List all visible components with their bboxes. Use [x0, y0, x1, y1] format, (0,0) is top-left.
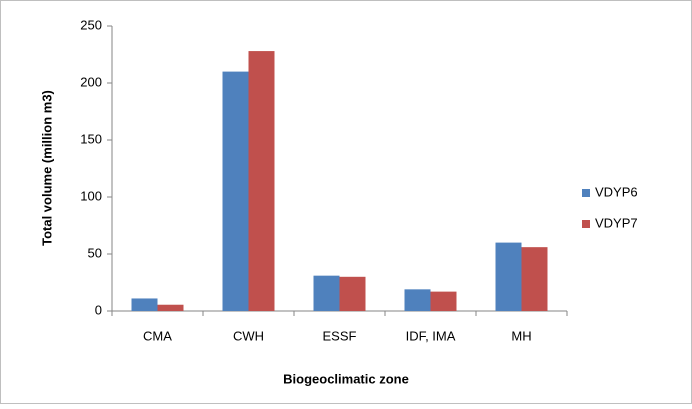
bar [521, 247, 548, 311]
bar [157, 304, 184, 311]
bar [313, 275, 340, 311]
x-axis-title: Biogeoclimatic zone [283, 371, 409, 386]
y-tick-label: 100 [80, 188, 102, 203]
legend-label: VDYP6 [595, 184, 638, 199]
bar [430, 291, 457, 311]
y-tick-label: 0 [95, 302, 102, 317]
x-tick-label: MH [511, 328, 531, 343]
x-tick-label: IDF, IMA [406, 328, 456, 343]
x-tick-label: CMA [143, 328, 172, 343]
x-tick-label: ESSF [323, 328, 357, 343]
bar [131, 298, 158, 311]
bar [495, 242, 522, 311]
y-axis-title: Total volume (million m3) [39, 90, 54, 246]
bar [248, 51, 275, 312]
y-tick-label: 200 [80, 74, 102, 89]
y-tick-label: 50 [88, 245, 102, 260]
bar [339, 276, 366, 311]
y-tick-label: 250 [80, 17, 102, 32]
legend-swatch [582, 189, 590, 197]
x-tick-label: CWH [233, 328, 264, 343]
legend-label: VDYP7 [595, 215, 638, 230]
legend-swatch [582, 220, 590, 228]
bar [404, 289, 431, 311]
y-tick-label: 150 [80, 131, 102, 146]
bar [222, 71, 249, 311]
